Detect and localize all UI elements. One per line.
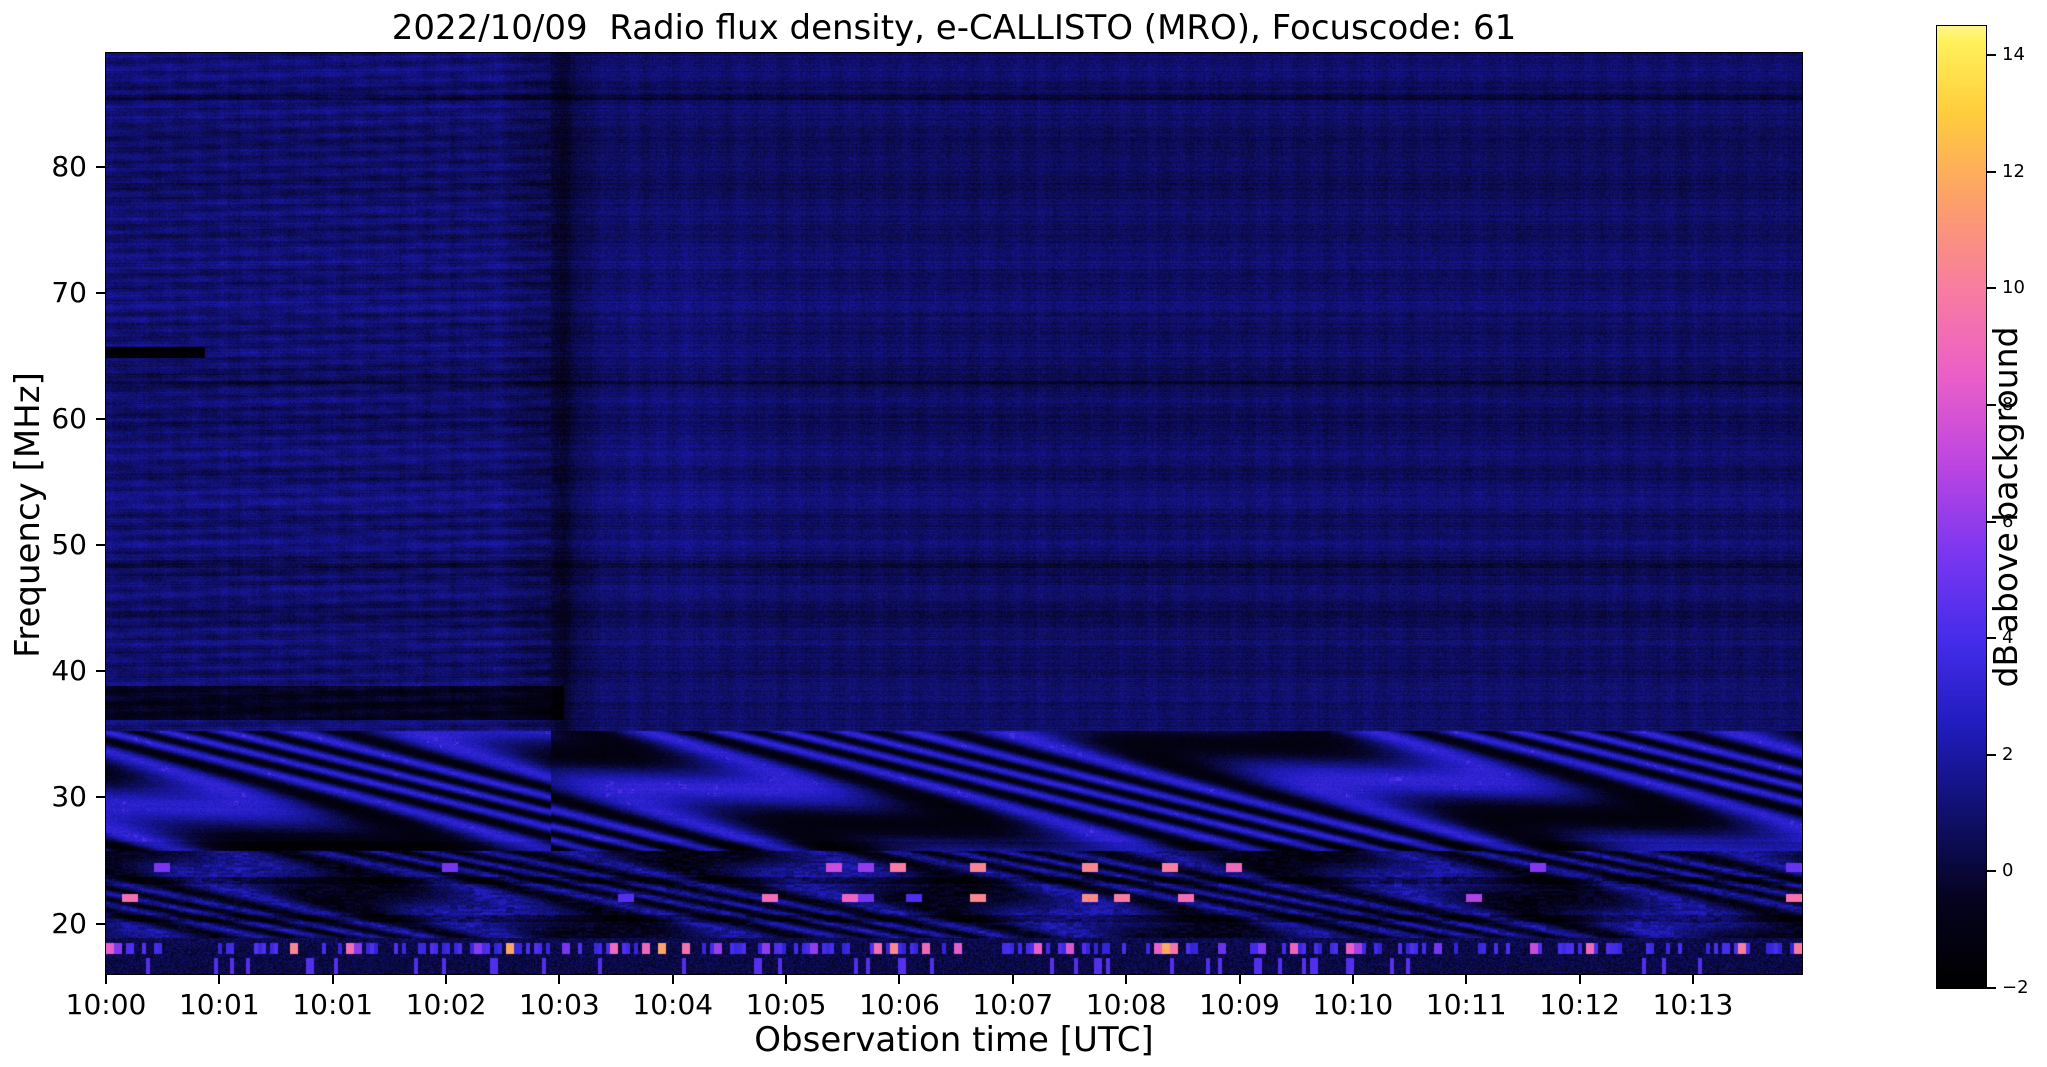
y-tick-mark <box>96 922 105 925</box>
x-tick-mark <box>1125 975 1128 984</box>
colorbar-tick-label: 6 <box>2002 510 2014 532</box>
x-tick-mark <box>1011 975 1014 984</box>
x-tick-label: 10:09 <box>1199 988 1280 1021</box>
colorbar-tick-label: 0 <box>2002 860 2014 882</box>
x-tick-mark <box>1465 975 1468 984</box>
spectrogram-heatmap <box>105 52 1803 975</box>
x-tick-mark <box>1578 975 1581 984</box>
x-tick-mark <box>785 975 788 984</box>
colorbar-tick-label: 14 <box>2002 44 2025 66</box>
x-tick-label: 10:05 <box>745 988 827 1021</box>
colorbar-tick-mark <box>1987 54 1996 57</box>
colorbar-tick-label: 10 <box>2002 277 2025 299</box>
x-tick-label: 10:01 <box>292 988 374 1021</box>
colorbar-tick-mark <box>1987 287 1996 290</box>
colorbar-tick-mark <box>1987 870 1996 873</box>
y-tick-mark <box>96 165 105 168</box>
colorbar-tick-label: −2 <box>2002 977 2029 998</box>
x-tick-mark <box>1691 975 1694 984</box>
x-tick-label: 10:04 <box>632 988 714 1021</box>
y-tick-label: 40 <box>51 654 87 688</box>
colorbar-tick-label: 4 <box>2002 627 2014 649</box>
colorbar-tick-label: 2 <box>2002 743 2014 765</box>
y-tick-mark <box>96 291 105 294</box>
x-tick-mark <box>1238 975 1241 984</box>
y-tick-label: 60 <box>51 401 87 435</box>
x-tick-mark <box>218 975 221 984</box>
x-tick-label: 10:08 <box>1085 988 1167 1021</box>
y-tick-mark <box>96 796 105 799</box>
y-tick-label: 20 <box>51 906 87 940</box>
x-tick-mark <box>671 975 674 984</box>
x-tick-label: 10:02 <box>405 988 487 1021</box>
x-tick-mark <box>1351 975 1354 984</box>
x-tick-label: 10:11 <box>1425 988 1507 1021</box>
x-tick-label: 10:12 <box>1539 988 1620 1021</box>
x-tick-label: 10:07 <box>972 988 1054 1021</box>
colorbar-tick-mark <box>1987 403 1996 406</box>
colorbar-tick-label: 8 <box>2002 393 2014 415</box>
x-tick-mark <box>331 975 334 984</box>
x-tick-label: 10:10 <box>1312 988 1394 1021</box>
y-tick-label: 50 <box>51 528 87 562</box>
colorbar-tick-mark <box>1987 987 1996 989</box>
x-tick-mark <box>445 975 448 984</box>
y-tick-mark <box>96 544 105 547</box>
x-tick-label: 10:00 <box>65 988 147 1021</box>
y-tick-label: 30 <box>51 780 87 814</box>
x-tick-mark <box>898 975 901 984</box>
colorbar-tick-mark <box>1987 753 1996 756</box>
colorbar-tick-mark <box>1987 637 1996 640</box>
x-axis-label: Observation time [UTC] <box>754 1020 1154 1060</box>
colorbar-tick-mark <box>1987 170 1996 173</box>
colorbar-tick-label: 12 <box>2002 160 2025 182</box>
colorbar-gradient <box>1936 25 1987 989</box>
x-tick-mark <box>558 975 561 984</box>
y-tick-label: 70 <box>51 275 87 309</box>
colorbar-tick-mark <box>1987 520 1996 523</box>
x-tick-label: 10:13 <box>1652 988 1734 1021</box>
x-tick-label: 10:03 <box>519 988 600 1021</box>
x-tick-label: 10:01 <box>178 988 260 1021</box>
x-tick-label: 10:06 <box>859 988 940 1021</box>
y-tick-mark <box>96 417 105 420</box>
chart-title: 2022/10/09 Radio flux density, e-CALLIST… <box>391 8 1517 48</box>
x-tick-mark <box>105 975 107 984</box>
y-tick-mark <box>96 670 105 673</box>
y-tick-label: 80 <box>51 149 87 183</box>
